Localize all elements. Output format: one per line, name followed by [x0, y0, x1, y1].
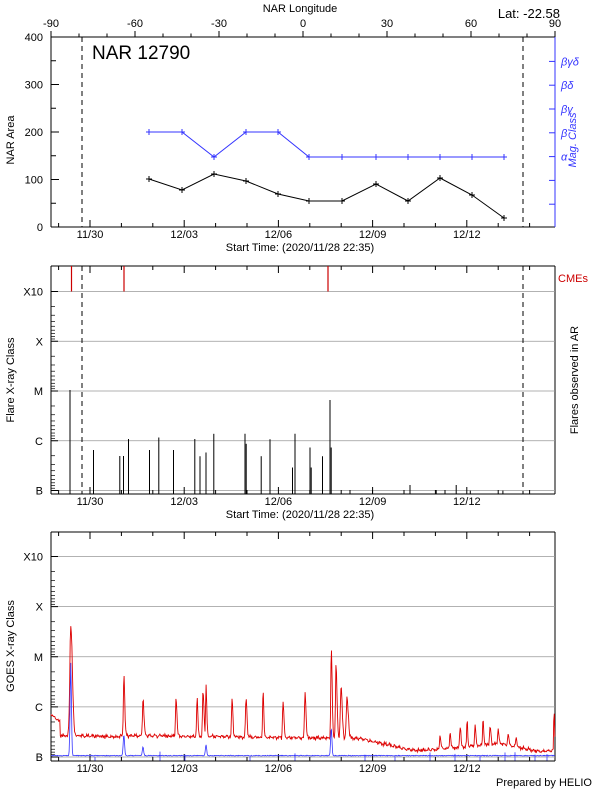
svg-text:11/30: 11/30 [77, 229, 104, 241]
svg-text:12/09: 12/09 [359, 229, 387, 241]
svg-text:CMEs: CMEs [558, 273, 588, 285]
svg-text:C: C [35, 436, 43, 448]
svg-text:30: 30 [381, 18, 393, 30]
svg-text:-30: -30 [211, 18, 227, 30]
svg-text:Start Time: (2020/11/28 22:35): Start Time: (2020/11/28 22:35) [226, 242, 374, 254]
svg-text:C: C [35, 702, 43, 714]
svg-text:12/06: 12/06 [265, 229, 293, 241]
svg-text:Start Time: (2020/11/28 22:35): Start Time: (2020/11/28 22:35) [226, 509, 374, 521]
svg-text:12/09: 12/09 [359, 763, 387, 775]
svg-text:X10: X10 [23, 552, 43, 564]
svg-text:60: 60 [465, 18, 477, 30]
svg-text:Flares observed in AR: Flares observed in AR [569, 326, 581, 434]
svg-text:NAR 12790: NAR 12790 [92, 43, 190, 64]
svg-text:12/12: 12/12 [453, 229, 481, 241]
svg-text:Lat: -22.58: Lat: -22.58 [498, 6, 560, 21]
svg-text:12/12: 12/12 [453, 763, 481, 775]
svg-text:300: 300 [25, 80, 43, 92]
svg-text:200: 200 [25, 127, 43, 139]
svg-text:M: M [34, 652, 43, 664]
svg-text:100: 100 [25, 175, 43, 187]
svg-text:NAR Longitude: NAR Longitude [263, 3, 338, 15]
svg-text:12/12: 12/12 [453, 496, 481, 508]
svg-text:-60: -60 [127, 18, 143, 30]
svg-text:12/03: 12/03 [170, 229, 198, 241]
svg-text:X: X [36, 336, 44, 348]
svg-text:400: 400 [25, 32, 43, 44]
svg-text:0: 0 [37, 222, 43, 234]
svg-text:Flare X-ray Class: Flare X-ray Class [5, 337, 17, 422]
svg-text:βδ: βδ [560, 80, 574, 92]
svg-text:X: X [36, 602, 44, 614]
svg-text:12/06: 12/06 [265, 496, 293, 508]
svg-text:Prepared by HELIO: Prepared by HELIO [496, 777, 592, 789]
svg-text:11/30: 11/30 [77, 496, 104, 508]
svg-text:-90: -90 [43, 18, 59, 30]
svg-text:NAR Area: NAR Area [5, 115, 17, 165]
svg-text:12/09: 12/09 [359, 496, 387, 508]
svg-text:Mag. Class: Mag. Class [567, 112, 579, 168]
svg-text:0: 0 [300, 18, 306, 30]
svg-text:B: B [36, 486, 43, 498]
svg-text:M: M [34, 386, 43, 398]
svg-text:βγδ: βγδ [560, 56, 580, 68]
svg-text:11/30: 11/30 [77, 763, 104, 775]
svg-text:X10: X10 [23, 287, 43, 299]
svg-text:12/06: 12/06 [265, 763, 293, 775]
svg-text:12/03: 12/03 [170, 496, 198, 508]
svg-text:12/03: 12/03 [170, 763, 198, 775]
svg-text:B: B [36, 752, 43, 764]
svg-text:GOES X-ray Class: GOES X-ray Class [5, 600, 17, 692]
